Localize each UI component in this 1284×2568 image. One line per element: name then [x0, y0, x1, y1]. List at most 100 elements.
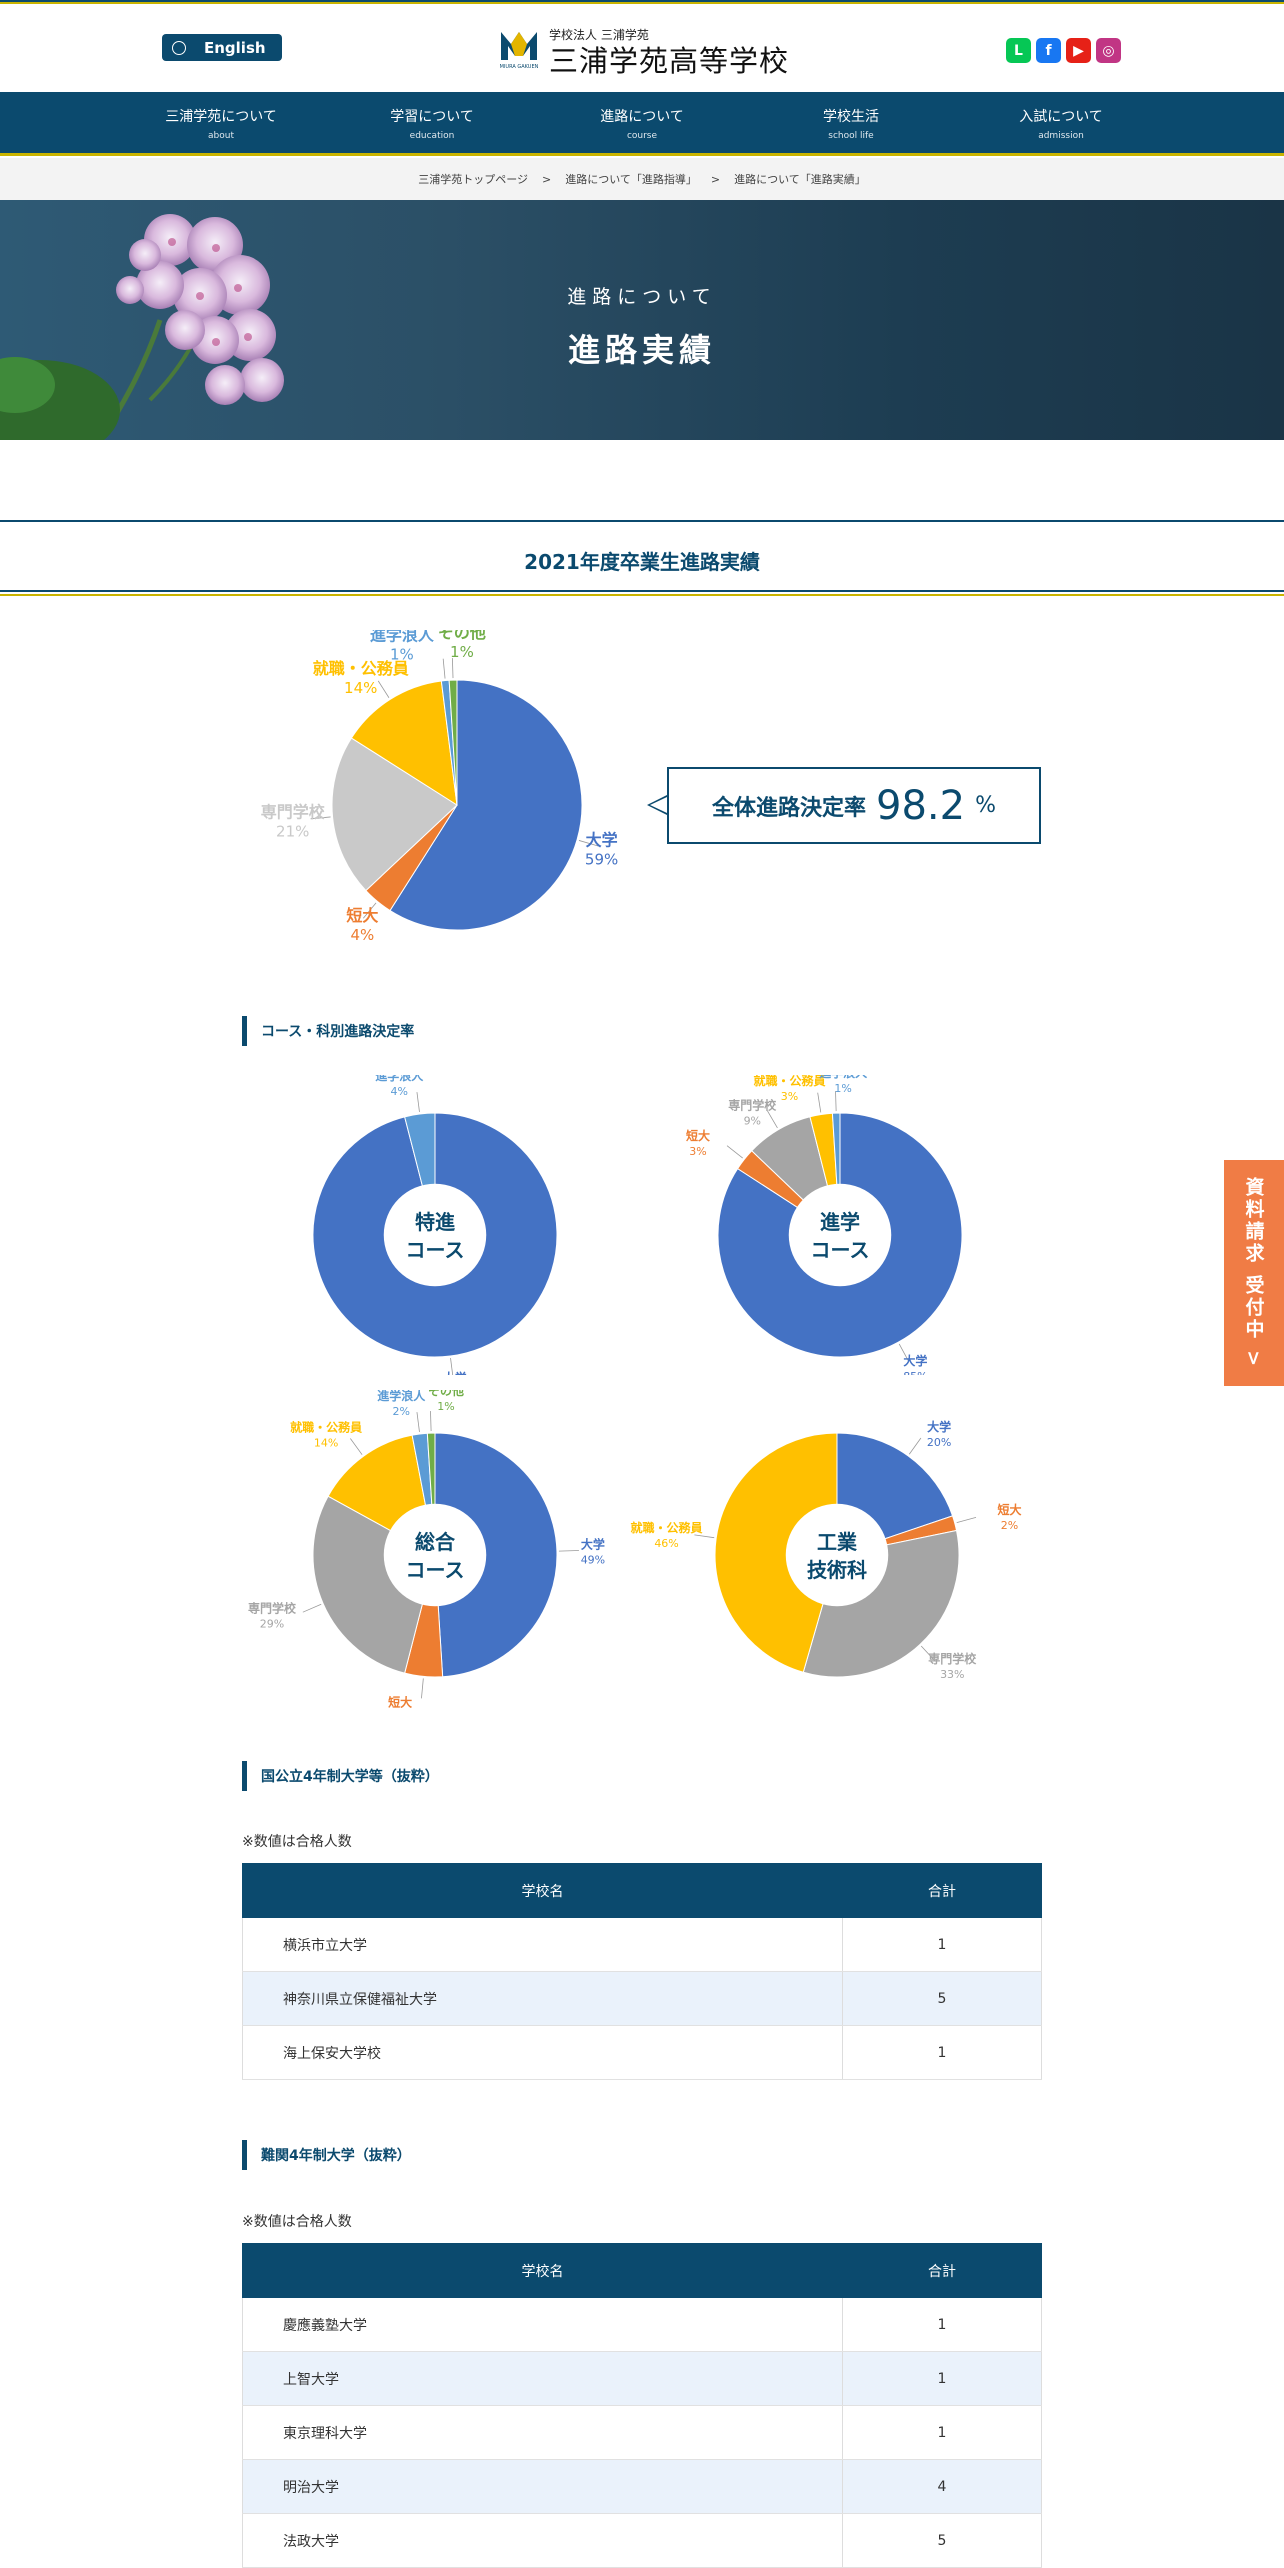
pie-slice: [714, 1432, 838, 1673]
leader-line: [377, 680, 390, 698]
line-icon[interactable]: L: [1006, 38, 1031, 63]
cell-total: 5: [842, 2513, 1042, 2568]
slice-category-label: 大学: [586, 831, 618, 850]
breadcrumb-current: 進路について「進路実績」: [734, 173, 866, 186]
nav-item-about[interactable]: 三浦学苑について about: [141, 106, 301, 141]
rate-unit: %: [975, 793, 996, 818]
leader-line: [416, 1092, 420, 1113]
table-row: 上智大学 1: [242, 2351, 1042, 2406]
nav-item-course[interactable]: 進路について course: [562, 106, 722, 141]
slice-value-label: 2%: [1001, 1519, 1018, 1532]
slice-value-label: 85%: [903, 1370, 927, 1375]
slice-category-label: 短大: [686, 1128, 710, 1143]
donut-hole: [788, 1183, 892, 1287]
flower-image: [0, 214, 284, 440]
leader-line: [310, 816, 331, 820]
pie-slice: [448, 679, 458, 806]
slice-value-label: 33%: [940, 1668, 964, 1681]
pie-slice: [389, 679, 583, 931]
slice-category-label: 進学浪人: [375, 1075, 424, 1083]
donut-center-label: 総合: [415, 1530, 456, 1554]
nav-label: 入試について: [1019, 109, 1103, 125]
leader-line: [416, 1412, 420, 1433]
breadcrumb: 三浦学苑トップページ > 進路について「進路指導」 > 進路について「進路実績」: [0, 158, 1284, 200]
slice-category-label: 専門学校: [728, 1097, 777, 1112]
slice-value-label: 3%: [781, 1090, 798, 1103]
slice-value-label: 20%: [927, 1436, 951, 1449]
slice-category-label: 短大: [346, 906, 378, 925]
cell-total: 4: [842, 2459, 1042, 2514]
nav-label: 進路について: [600, 109, 684, 125]
slice-category-label: 進学浪人: [370, 630, 435, 645]
leader-line: [450, 1357, 454, 1375]
donut-center-label: 工業: [817, 1530, 858, 1554]
donut-center-label: 特進: [415, 1210, 455, 1234]
leader-line: [694, 1534, 715, 1539]
leader-line: [302, 1603, 322, 1613]
callout-arrow: [647, 795, 667, 815]
nav-label: 三浦学苑について: [165, 109, 277, 125]
facebook-icon[interactable]: f: [1036, 38, 1061, 63]
nav-item-admission[interactable]: 入試について admission: [981, 106, 1141, 141]
difficult-univ-table: 学校名 合計 慶應義塾大学 1 上智大学 1 東京理科大学 1 明治大学 4 法政大学 5: [242, 2243, 1042, 2568]
col-school-name: 学校名: [242, 1863, 843, 1918]
leader-line: [726, 1145, 743, 1159]
logo-school-name: 三浦学苑高等学校: [549, 44, 790, 78]
donut-center-label: コース: [406, 1238, 465, 1262]
slice-category-label: 進学浪人: [377, 1390, 426, 1403]
hero-title: 進路実績: [567, 331, 716, 369]
leader-line: [350, 1438, 363, 1455]
logo-small-text: 学校法人 三浦学苑: [549, 28, 649, 42]
slice-category-label: 進学浪人: [819, 1075, 868, 1080]
slice-value-label: 14%: [314, 1437, 338, 1450]
leader-line: [578, 840, 599, 847]
leader-line: [558, 1550, 579, 1552]
rate-value: 98.2: [876, 782, 966, 829]
table1-heading: 国公立4年制大学等（抜粋）: [242, 1761, 439, 1791]
nav-item-school-life[interactable]: 学校生活 school life: [771, 106, 931, 141]
cell-total: 1: [842, 2297, 1042, 2352]
leader-line: [442, 658, 446, 679]
donut-hole: [383, 1183, 487, 1287]
slice-value-label: 21%: [276, 822, 309, 840]
leader-line: [956, 1516, 977, 1523]
leader-line: [421, 1678, 424, 1699]
site-logo[interactable]: MIURA GAKUEN 学校法人 三浦学苑 三浦学苑高等学校: [497, 24, 792, 78]
donut-center-label: 進学: [820, 1210, 860, 1234]
leader-line: [767, 1110, 778, 1129]
hero-subtitle: 進路について: [567, 286, 717, 308]
nav-item-education[interactable]: 学習について education: [352, 106, 512, 141]
pie-slice: [434, 1432, 558, 1678]
pie-slice: [331, 737, 458, 892]
table-row: 東京理科大学 1: [242, 2405, 1042, 2460]
breadcrumb-guidance-link[interactable]: 進路について「進路指導」: [565, 173, 697, 186]
table-row: 海上保安大学校 1: [242, 2025, 1042, 2080]
site-header: English MIURA GAKUEN 学校法人 三浦学苑 三浦学苑高等学校 …: [0, 4, 1284, 92]
brochure-request-tab[interactable]: 資料請求 受付中 >: [1224, 1160, 1284, 1386]
slice-category-label: 短大: [998, 1502, 1022, 1517]
youtube-icon[interactable]: ▶: [1066, 38, 1091, 63]
section-title: 2021年度卒業生進路実績: [524, 550, 760, 574]
slice-category-label: その他: [438, 630, 486, 642]
cell-school: 海上保安大学校: [242, 2025, 843, 2080]
donut-center-label: 技術科: [807, 1558, 867, 1582]
top-accent-line: [0, 0, 1284, 4]
slice-category-label: 就職・公務員: [754, 1075, 826, 1088]
english-label: English: [204, 38, 266, 57]
slice-value-label: 2%: [392, 1405, 409, 1418]
slice-category-label: 就職・公務員: [631, 1520, 703, 1535]
english-button[interactable]: English: [162, 34, 282, 61]
pie-slice: [350, 680, 458, 806]
course-heading: コース・科別進路決定率: [242, 1016, 414, 1046]
cell-total: 1: [842, 1917, 1042, 1972]
breadcrumb-home-link[interactable]: 三浦学苑トップページ: [418, 173, 528, 186]
table1-note: ※数値は合格人数: [242, 1834, 352, 1850]
slice-category-label: 大学: [443, 1370, 467, 1375]
instagram-icon[interactable]: ◎: [1096, 38, 1121, 63]
hero-banner: 進路について 進路実績: [0, 200, 1284, 440]
slice-category-label: 就職・公務員: [290, 1420, 362, 1435]
slice-value-label: 59%: [585, 851, 618, 869]
cell-school: 東京理科大学: [242, 2405, 843, 2460]
